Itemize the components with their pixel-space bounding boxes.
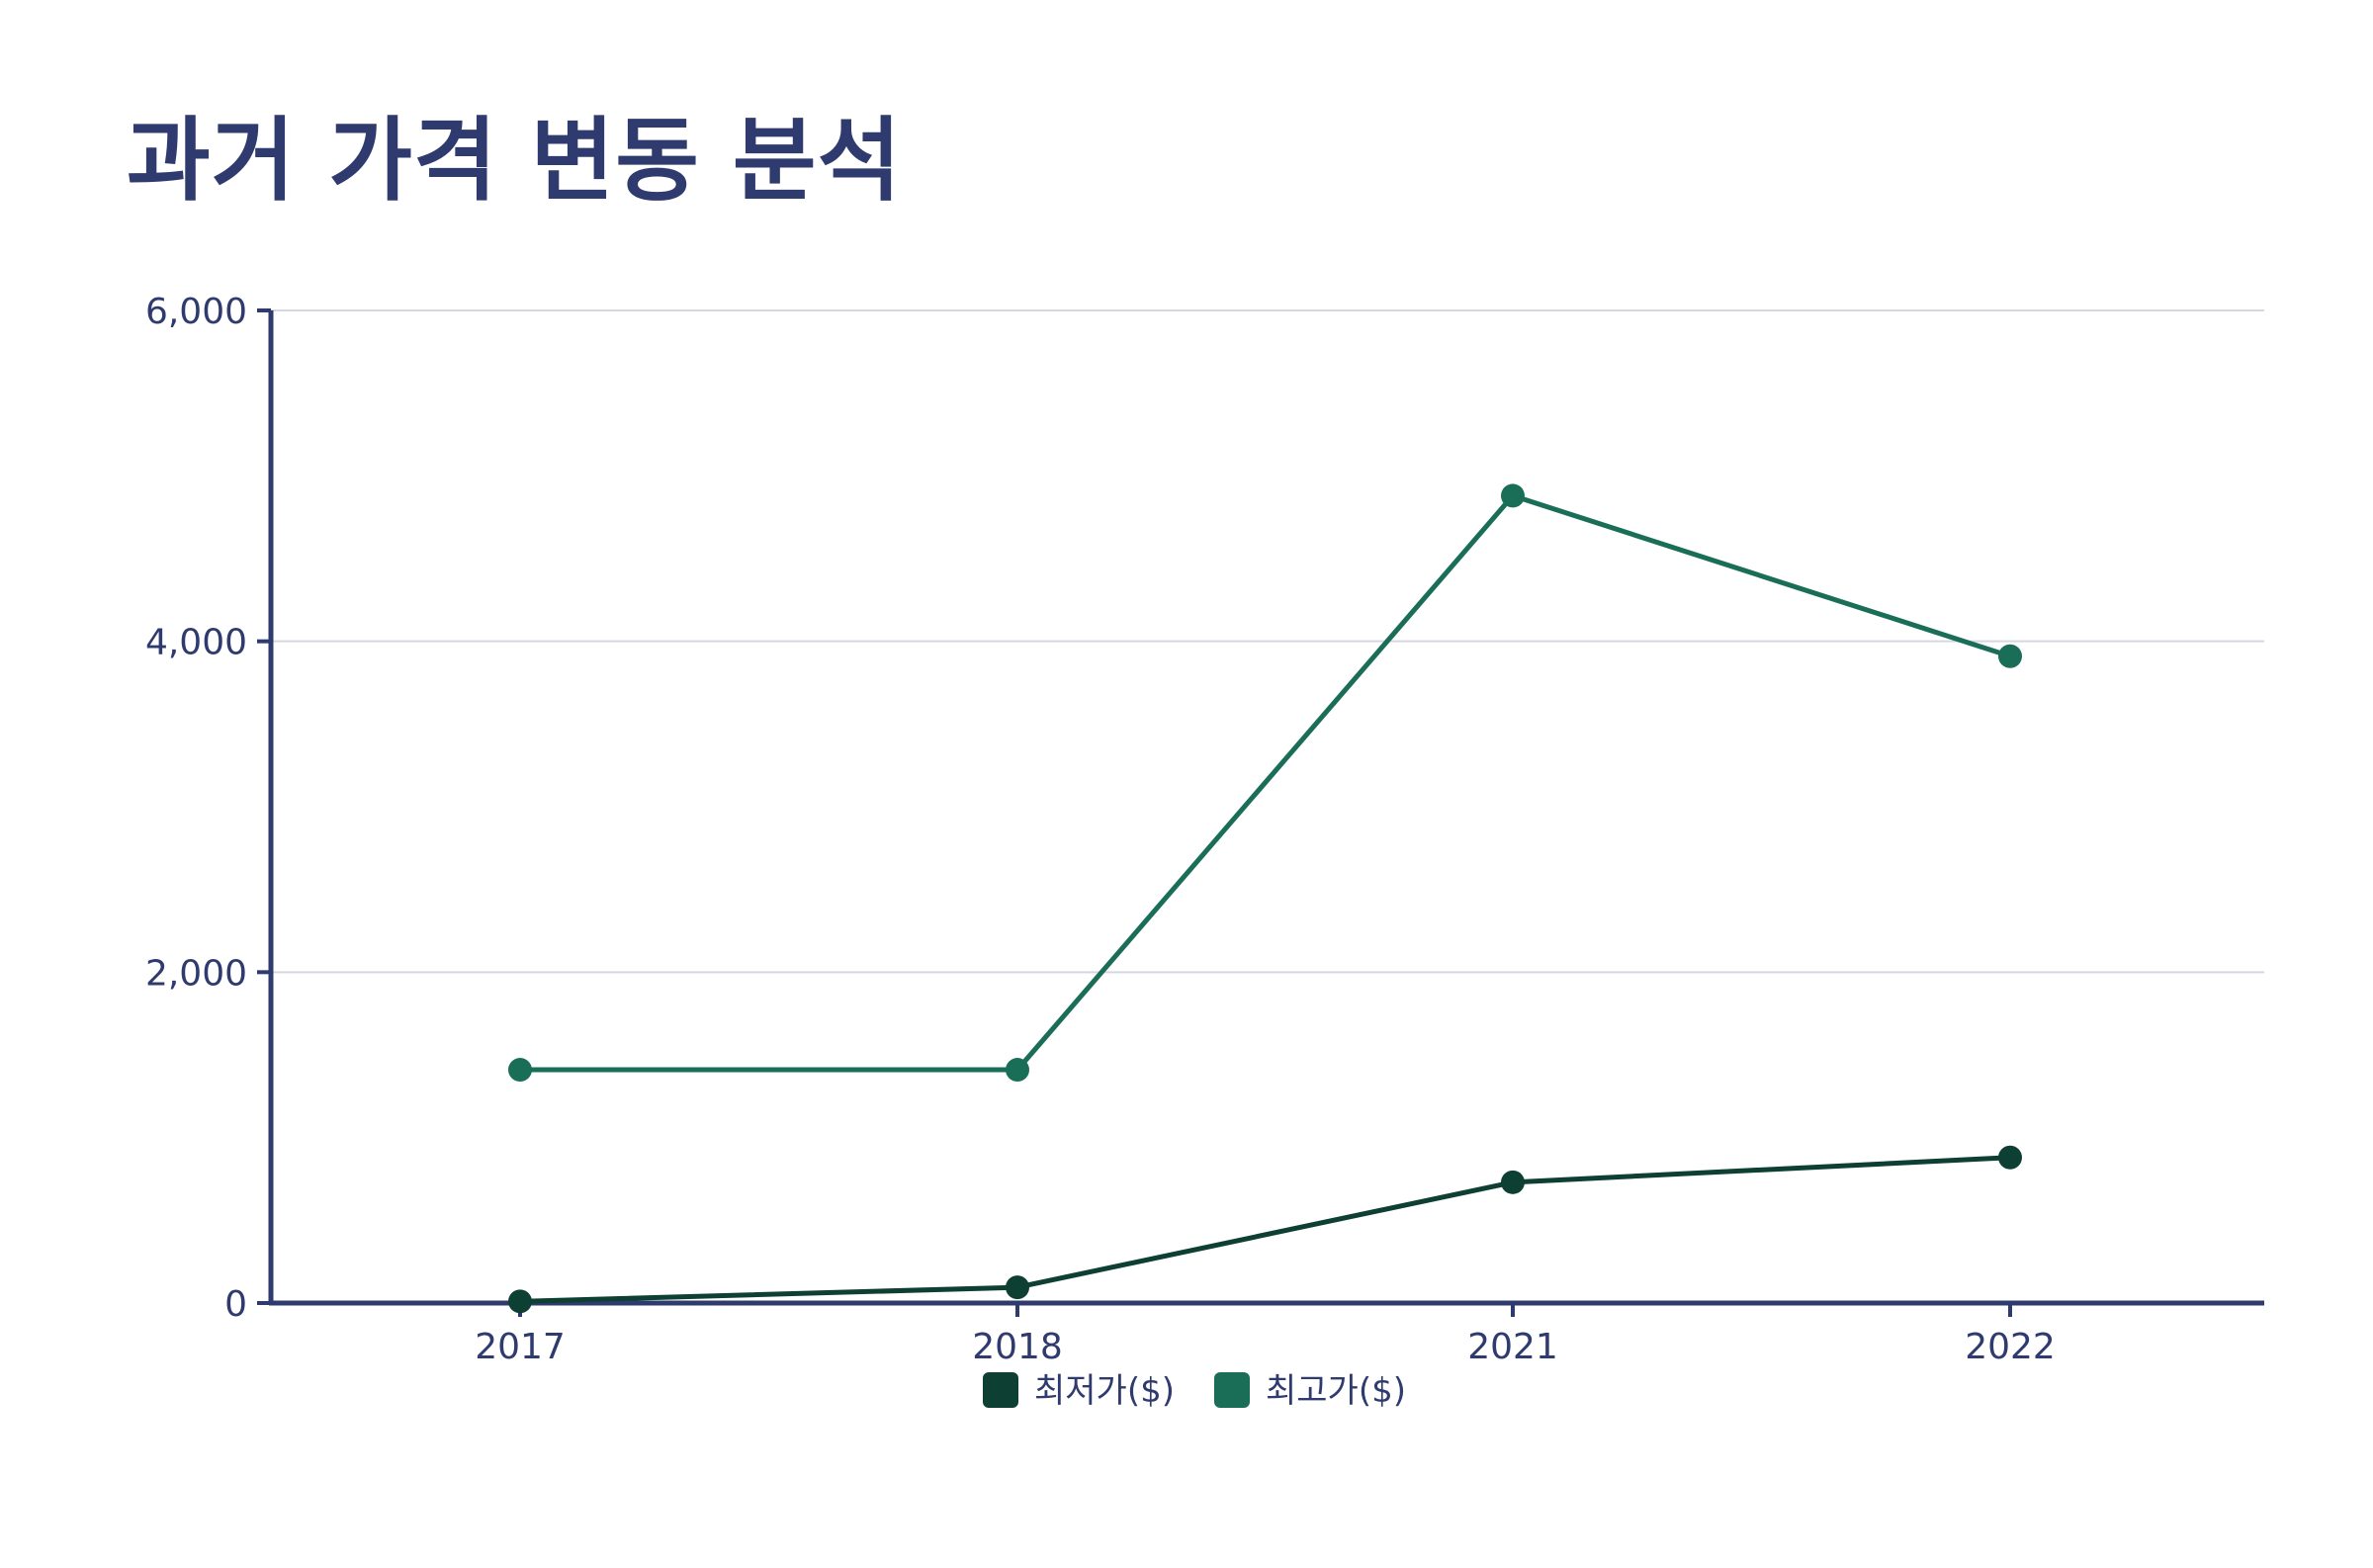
x-tick-label: 2018 — [972, 1327, 1063, 1367]
data-point — [1501, 483, 1525, 508]
data-point — [1006, 1058, 1029, 1083]
data-point — [1998, 1145, 2022, 1170]
legend-label: 최저가($) — [1034, 1371, 1175, 1411]
x-tick-label: 2022 — [1965, 1327, 2056, 1367]
y-tick-label: 2,000 — [145, 953, 247, 994]
y-tick-label: 4,000 — [145, 623, 247, 663]
data-point — [508, 1289, 532, 1314]
x-tick-label: 2017 — [475, 1327, 566, 1367]
series-line-1 — [517, 1155, 2013, 1304]
legend-swatch — [1214, 1372, 1250, 1408]
axes: 0 2,000 4,000 6,000 2017 2018 2021 2022 — [145, 292, 2264, 1367]
series-lines — [508, 483, 2022, 1314]
data-point — [1006, 1275, 1029, 1300]
legend: 최저가($) 최고가($) — [983, 1371, 1406, 1411]
x-tick-label: 2021 — [1467, 1327, 1558, 1367]
gridlines — [271, 309, 2264, 974]
series-line-2 — [517, 492, 2013, 1073]
data-point — [1501, 1170, 1525, 1194]
data-point — [508, 1058, 532, 1083]
y-tick-label: 0 — [224, 1284, 247, 1325]
chart-title: 과거 가격 변동 분석 — [127, 108, 903, 214]
data-point — [1998, 644, 2022, 668]
legend-swatch — [983, 1372, 1018, 1408]
y-tick-label: 6,000 — [145, 292, 247, 332]
legend-label: 최고가($) — [1266, 1371, 1406, 1411]
